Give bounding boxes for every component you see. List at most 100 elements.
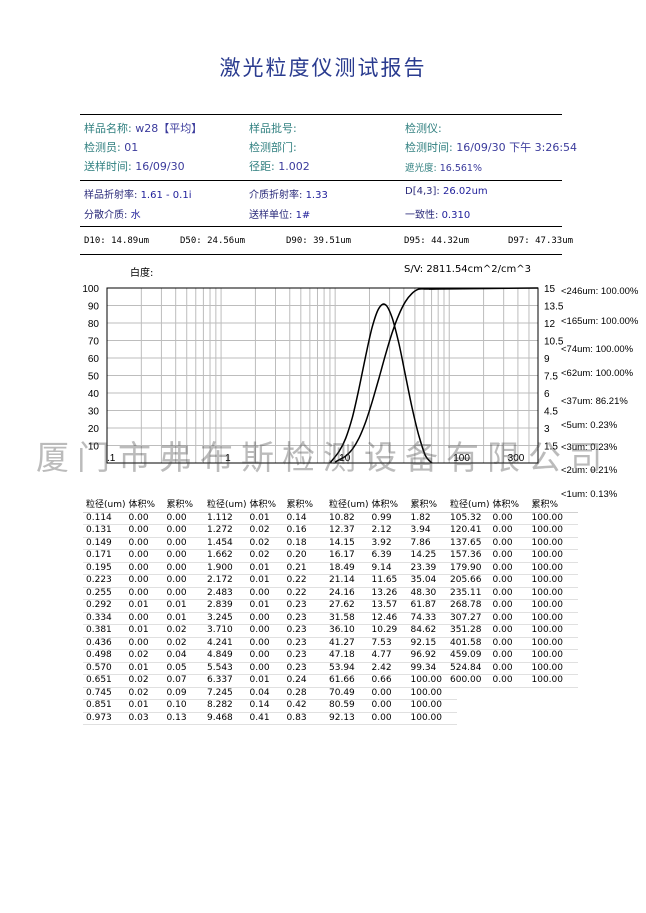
- table-header-row: 粒径(um) 体积% 累积%: [83, 500, 209, 513]
- table-cell: 99.34: [407, 662, 457, 675]
- table-header-cell: 体积%: [489, 500, 529, 513]
- table-cell: 0.00: [368, 699, 408, 713]
- table-cell: 0.00: [125, 537, 164, 550]
- table-row: 31.58 12.46 74.33: [326, 612, 457, 625]
- table-cell: 0.00: [125, 562, 164, 575]
- table-cell: 0.00: [489, 662, 529, 675]
- table-header-cell: 粒径(um): [204, 500, 247, 513]
- table-cell: 0.23: [283, 599, 329, 613]
- y-left-tick-label: 20: [88, 424, 100, 435]
- divider: [80, 254, 562, 255]
- table-row: 179.90 0.00 100.00: [447, 562, 578, 575]
- table-cell: 0.01: [246, 574, 284, 588]
- y-left-tick-label: 50: [88, 372, 100, 383]
- table-cell: 0.745: [83, 687, 126, 700]
- table-header-cell: 粒径(um): [83, 500, 126, 513]
- table-column-group: 粒径(um) 体积% 累积% 10.82 0.99 1.82 12.37 2.12 3.94 14…: [326, 500, 457, 725]
- y-left-tick-label: 100: [82, 284, 99, 295]
- table-cell: 1.272: [204, 524, 247, 538]
- table-column-group: 粒径(um) 体积% 累积% 1.112 0.01 0.14 1.272 0.02 0.16 1.…: [204, 500, 329, 725]
- y-right-tick-label: 3: [544, 424, 550, 435]
- table-cell: 0.00: [489, 612, 529, 625]
- table-cell: 0.14: [283, 512, 329, 525]
- table-cell: 92.13: [326, 712, 369, 725]
- table-cell: 0.01: [246, 674, 284, 688]
- dispersant: 分散介质: 水: [84, 210, 141, 221]
- table-cell: 0.00: [125, 587, 164, 600]
- cumulative-size-label: <3um: 0.23%: [561, 442, 618, 453]
- table-cell: 100.00: [528, 524, 578, 538]
- table-cell: 0.02: [246, 537, 284, 550]
- table-row: 401.58 0.00 100.00: [447, 637, 578, 650]
- table-cell: 4.849: [204, 649, 247, 663]
- table-row: 235.11 0.00 100.00: [447, 587, 578, 600]
- table-row: 14.15 3.92 7.86: [326, 537, 457, 550]
- table-cell: 100.00: [528, 637, 578, 650]
- table-cell: 3.92: [368, 537, 408, 550]
- table-cell: 2.12: [368, 524, 408, 538]
- y-right-tick-label: 12: [544, 319, 556, 330]
- table-cell: 18.49: [326, 562, 369, 575]
- x-tick-label: 100: [453, 453, 470, 464]
- table-row: 70.49 0.00 100.00: [326, 687, 457, 700]
- table-cell: 7.245: [204, 687, 247, 700]
- table-cell: 3.710: [204, 624, 247, 638]
- table-row: 120.41 0.00 100.00: [447, 524, 578, 538]
- table-cell: 0.00: [489, 574, 529, 588]
- table-row: 157.36 0.00 100.00: [447, 549, 578, 563]
- table-header-cell: 体积%: [125, 500, 164, 513]
- table-header-cell: 累积%: [283, 500, 329, 513]
- table-cell: 0.01: [163, 599, 209, 613]
- table-row: 8.282 0.14 0.42: [204, 699, 329, 713]
- table-cell: 0.00: [125, 637, 164, 650]
- table-row: 0.114 0.00 0.00: [83, 512, 209, 525]
- table-cell: 0.171: [83, 549, 126, 563]
- table-cell: 0.02: [163, 624, 209, 638]
- table-row: 0.334 0.00 0.01: [83, 612, 209, 625]
- table-cell: 0.16: [283, 524, 329, 538]
- table-cell: 2.172: [204, 574, 247, 588]
- divider: [80, 114, 562, 115]
- cumulative-size-label: <74um: 100.00%: [561, 344, 634, 355]
- x-tick-label: 1: [225, 453, 231, 464]
- table-cell: 459.09: [447, 649, 490, 663]
- y-right-tick-label: 9: [544, 354, 550, 365]
- table-cell: 0.01: [125, 599, 164, 613]
- table-header-cell: 粒径(um): [447, 500, 490, 513]
- table-cell: 0.00: [489, 524, 529, 538]
- table-cell: 23.39: [407, 562, 457, 575]
- table-cell: 235.11: [447, 587, 490, 600]
- table-row: 0.195 0.00 0.00: [83, 562, 209, 575]
- table-row: 92.13 0.00 100.00: [326, 712, 457, 725]
- table-cell: 0.83: [283, 712, 329, 725]
- table-cell: 0.02: [125, 649, 164, 663]
- table-row: 205.66 0.00 100.00: [447, 574, 578, 588]
- table-cell: 0.498: [83, 649, 126, 663]
- table-cell: 205.66: [447, 574, 490, 588]
- table-cell: 307.27: [447, 612, 490, 625]
- table-column-group: 粒径(um) 体积% 累积% 0.114 0.00 0.00 0.131 0.00 0.00 0.…: [83, 500, 209, 725]
- inspector: 检测员: 01: [84, 141, 139, 154]
- table-row: 41.27 7.53 92.15: [326, 637, 457, 650]
- table-cell: 3.245: [204, 612, 247, 625]
- table-cell: 35.04: [407, 574, 457, 588]
- table-cell: 0.24: [283, 674, 329, 688]
- specific-surface: S/V: 2811.54cm^2/cm^3: [404, 264, 531, 275]
- test-time: 检测时间: 16/09/30 下午 3:26:54: [405, 141, 578, 154]
- table-cell: 0.223: [83, 574, 126, 588]
- y-right-tick-label: 4.5: [544, 407, 558, 418]
- table-cell: 0.334: [83, 612, 126, 625]
- table-row: 16.17 6.39 14.25: [326, 549, 457, 563]
- table-cell: 24.16: [326, 587, 369, 600]
- table-row: 21.14 11.65 35.04: [326, 574, 457, 588]
- table-cell: 0.00: [489, 599, 529, 613]
- x-tick-label: 10: [339, 453, 351, 464]
- table-cell: 0.10: [163, 699, 209, 713]
- table-row: 0.973 0.03 0.13: [83, 712, 209, 725]
- table-cell: 0.01: [163, 612, 209, 625]
- table-cell: 0.00: [246, 662, 284, 675]
- y-left-tick-label: 70: [88, 337, 100, 348]
- table-header-cell: 累积%: [528, 500, 578, 513]
- d95: D95: 44.32um: [404, 236, 470, 246]
- table-row: 0.255 0.00 0.00: [83, 587, 209, 600]
